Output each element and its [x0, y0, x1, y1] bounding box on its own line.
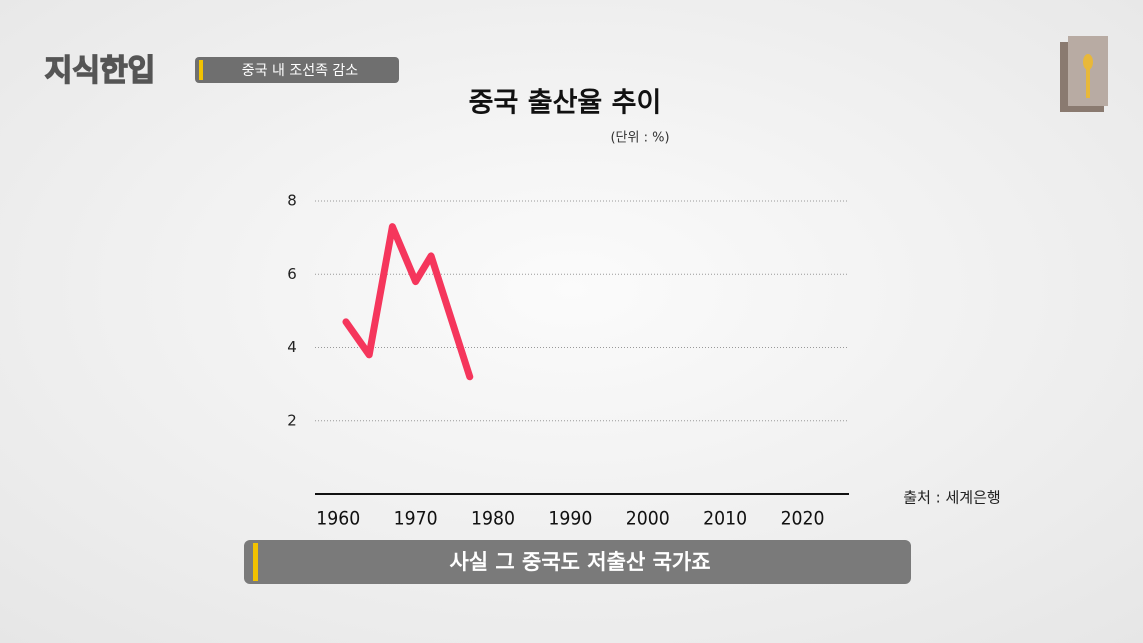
- x-tick-label: 1980: [471, 508, 515, 530]
- x-tick-label: 1960: [316, 508, 360, 530]
- y-tick-label: 2: [287, 411, 297, 429]
- topic: 중국 내 조선족 감소: [242, 63, 359, 79]
- x-tick-label: 2010: [703, 508, 747, 530]
- x-tick-label: 1970: [394, 508, 438, 530]
- source: 출처 : 세계은행: [903, 489, 1000, 507]
- logo: 지식한입: [45, 54, 155, 89]
- y-tick-label: 8: [287, 192, 297, 210]
- caption-accent: [253, 543, 258, 581]
- data-line: [342, 223, 474, 381]
- y-tick-label: 4: [287, 338, 297, 356]
- unit-note: (단위 : %): [610, 131, 669, 146]
- x-tick-label: 1990: [548, 508, 592, 530]
- topic-box: [195, 57, 399, 83]
- caption-box: [244, 540, 911, 584]
- book-icon: [1060, 36, 1108, 112]
- caption: 사실 그 중국도 저출산 국가죠: [449, 550, 710, 574]
- y-tick-label: 6: [287, 265, 297, 283]
- topic-accent: [199, 60, 203, 80]
- x-tick-label: 2000: [626, 508, 670, 530]
- x-tick-label: 2020: [781, 508, 825, 530]
- chart-title: 중국 출산율 추이: [469, 88, 662, 119]
